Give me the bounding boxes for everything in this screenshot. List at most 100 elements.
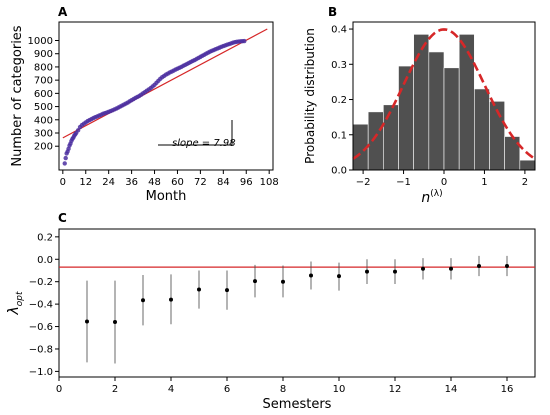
panel-b-bars <box>352 34 536 171</box>
panel-b-ytick-label: 0.2 <box>331 95 347 106</box>
panel-a-slope-bracket <box>158 120 233 146</box>
panel-b-letter: B <box>328 5 337 19</box>
panel-b-ytick-label: 0.1 <box>331 130 347 141</box>
panel-c-ticks: 0 2 4 6 8 10 12 14 16 0.2 0.0 −0.2 −0.4 −0.6 −0.8 −1.0 <box>29 232 514 395</box>
panel-a-ytick-label: 500 <box>34 102 53 113</box>
panel-c-xtick-label: 14 <box>445 384 458 395</box>
panel-a-points <box>62 38 247 166</box>
panel-c-ytick-label: 0.2 <box>37 232 53 243</box>
panel-a-ytick-label: 200 <box>34 142 53 153</box>
panel-a-xtick-label: 96 <box>240 177 253 188</box>
panel-a-point <box>62 161 67 166</box>
panel-a-xtick-label: 12 <box>79 177 92 188</box>
panel-a-ytick-label: 300 <box>34 129 53 140</box>
panel-b-bar <box>474 88 490 171</box>
panel-b-bar <box>413 34 430 171</box>
panel-b-gaussian-curve <box>352 28 536 160</box>
panel-c-chart: C 0 2 4 6 8 10 12 14 16 0.2 0.0 −0.2 −0.4 −0.6 −0.8 −1.… <box>6 211 536 412</box>
panel-c-point <box>477 264 481 268</box>
panel-a-ylabel: Number of categories <box>10 25 25 166</box>
panel-b-ytick-label: 0.0 <box>331 166 347 177</box>
panel-c-point <box>421 266 425 271</box>
panel-a-point <box>66 146 71 152</box>
panel-c-plot-area <box>58 228 536 378</box>
panel-a-ytick-label: 700 <box>34 76 53 87</box>
panel-a-plot-area <box>58 21 274 171</box>
panel-c-ytick-label: −0.6 <box>29 322 53 333</box>
panel-a-ytick-label: 400 <box>34 115 53 126</box>
panel-a-slope-annotation: slope = 7.98 <box>172 138 236 149</box>
panel-a-point <box>63 155 68 161</box>
panel-b-bar <box>428 51 445 171</box>
panel-c-point <box>337 274 341 279</box>
panel-b-ylabel: Probability distribution <box>303 28 317 164</box>
panel-c-ytick-label: −0.4 <box>29 300 53 311</box>
panel-c-xtick-label: 2 <box>112 384 118 395</box>
panel-c-point <box>505 264 509 268</box>
panel-a-xtick-label: 84 <box>217 177 230 188</box>
panel-c-point <box>225 288 229 293</box>
panel-c-xtick-label: 12 <box>389 384 402 395</box>
panel-b-chart: B −2 −1 0 1 2 0.0 0.1 0.2 0.3 0.4 n(λ) Probabilit… <box>303 5 536 206</box>
panel-c-ylabel: λopt <box>6 291 25 316</box>
panel-a-fit-line <box>62 28 268 139</box>
panel-b-gaussian-path <box>352 28 536 160</box>
panel-a-ticks: 0 12 24 36 48 60 72 84 96 108 200 300 400 500 600 700 80… <box>28 36 279 188</box>
panel-c-ytick-label: −1.0 <box>29 367 53 378</box>
panel-c-point <box>141 298 145 303</box>
panel-c-points <box>85 255 509 364</box>
panel-a-letter: A <box>58 5 68 19</box>
panel-c-xtick-label: 10 <box>333 384 346 395</box>
panel-c-point <box>393 269 397 274</box>
panel-c-point <box>85 319 89 324</box>
panel-a-xtick-label: 60 <box>171 177 184 188</box>
panel-b-bar <box>367 111 384 171</box>
panel-b-bar <box>383 104 399 171</box>
panel-c-letter: C <box>58 211 67 225</box>
panel-c-point <box>309 273 313 278</box>
panel-a-fit-line-path <box>62 28 268 139</box>
panel-a-point <box>242 38 247 44</box>
panel-b-ytick-label: 0.4 <box>331 25 347 36</box>
panel-a-chart: A 0 12 24 36 48 60 72 84 96 108 200 300 400 500 600 700… <box>10 5 279 204</box>
panel-a-ytick-label: 900 <box>34 49 53 60</box>
panel-a-xtick-label: 72 <box>194 177 207 188</box>
panel-a-xlabel: Month <box>146 189 187 204</box>
panel-c-point <box>253 279 257 284</box>
panel-c-ytick-label: 0.0 <box>37 255 53 266</box>
panel-c-point <box>449 266 453 271</box>
panel-c-point <box>197 287 201 292</box>
panel-b-xtick-label: 2 <box>522 177 528 188</box>
panel-b-xlabel: n(λ) <box>421 189 442 206</box>
panel-c-xtick-label: 8 <box>280 384 286 395</box>
panel-c-xtick-label: 0 <box>56 384 62 395</box>
panel-a-xtick-label: 48 <box>148 177 161 188</box>
panel-b-bar <box>519 159 536 171</box>
panel-b-xtick-label: −1 <box>396 177 411 188</box>
panel-c-point <box>365 269 369 274</box>
panel-a-xtick-label: 0 <box>60 177 66 188</box>
panel-b-ytick-label: 0.3 <box>331 60 347 71</box>
panel-b-xtick-label: 1 <box>481 177 487 188</box>
panel-c-ytick-label: −0.8 <box>29 344 53 355</box>
panel-a-ytick-label: 600 <box>34 89 53 100</box>
panel-a-point <box>75 128 81 133</box>
panel-c-xtick-label: 4 <box>168 384 174 395</box>
panel-a-ytick-label: 1000 <box>28 36 53 47</box>
panel-b-xtick-label: −2 <box>356 177 371 188</box>
panel-b-bar <box>458 34 475 171</box>
panel-c-xtick-label: 6 <box>224 384 230 395</box>
panel-a-xtick-label: 108 <box>260 177 279 188</box>
panel-b-xtick-label: 0 <box>441 177 447 188</box>
panel-c-point <box>113 320 117 325</box>
panel-c-xlabel: Semesters <box>263 397 332 412</box>
panel-b-ticks: −2 −1 0 1 2 0.0 0.1 0.2 0.3 0.4 <box>331 25 528 188</box>
panel-a-ytick-label: 800 <box>34 62 53 73</box>
panel-b-bar <box>443 67 460 171</box>
panel-c-xtick-label: 16 <box>501 384 514 395</box>
panel-a-xtick-label: 36 <box>125 177 138 188</box>
panel-b-bar <box>504 136 521 171</box>
panel-c-ytick-label: −0.2 <box>29 277 53 288</box>
panel-c-point <box>169 297 173 302</box>
